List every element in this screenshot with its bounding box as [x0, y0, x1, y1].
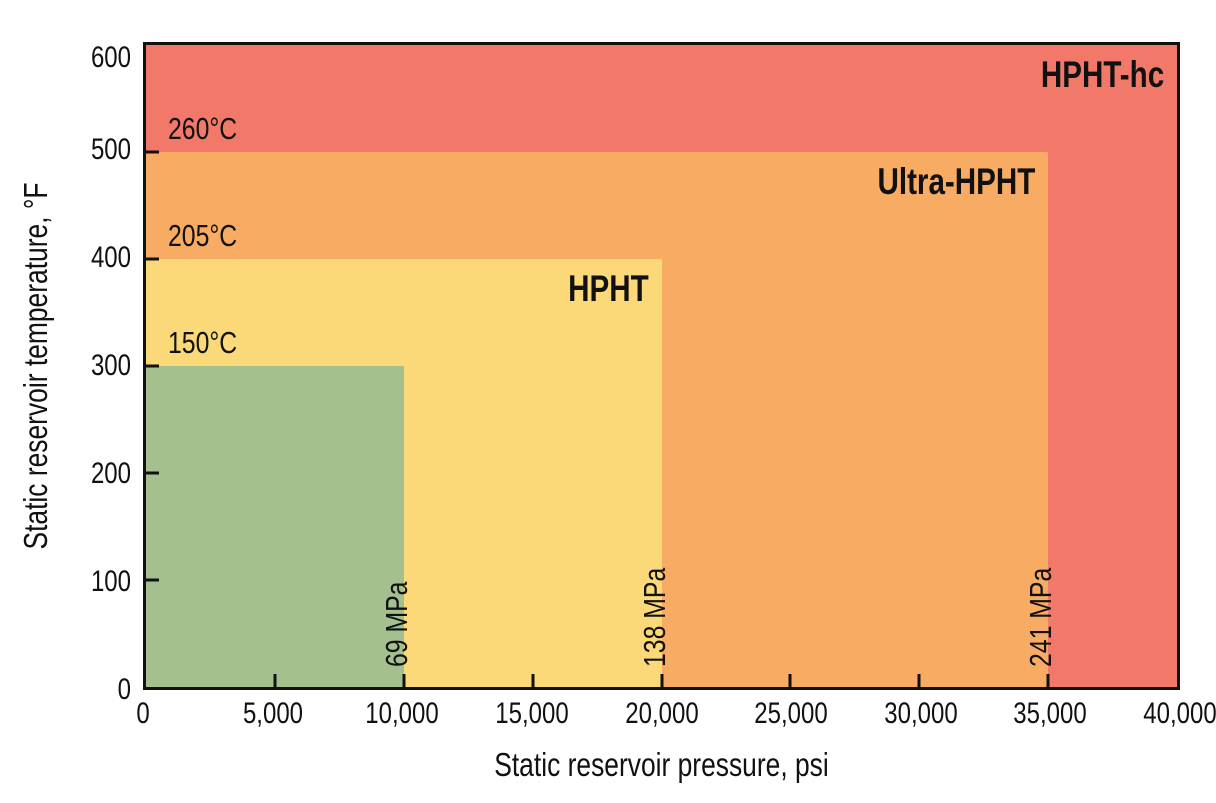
x-tick: [788, 674, 792, 687]
x-tick-label: 10,000: [365, 697, 439, 730]
y-tick-label: 200: [90, 457, 131, 490]
zone-label: HPHT: [567, 268, 649, 309]
x-tick: [273, 674, 277, 687]
x-tick-label: 40,000: [1143, 697, 1216, 730]
y-tick: [146, 578, 159, 582]
pressure-mpa-annotation: 138 MPa: [636, 567, 672, 667]
x-tick-label: 30,000: [884, 697, 958, 730]
y-tick-label: 0: [117, 673, 131, 706]
x-tick-label: 25,000: [754, 697, 828, 730]
x-tick-label: 5,000: [242, 697, 303, 730]
zone-label: HPHT-hc: [1040, 54, 1164, 95]
x-tick: [531, 674, 535, 687]
zone-label: Ultra-HPHT: [877, 161, 1036, 202]
zone-conventional: [146, 366, 404, 687]
x-tick-label: 0: [136, 697, 150, 730]
x-tick: [1046, 674, 1050, 687]
pressure-mpa-annotation: 241 MPa: [1023, 567, 1059, 667]
y-tick-label: 300: [90, 349, 131, 382]
y-tick-label: 600: [90, 41, 131, 74]
x-axis-title: Static reservoir pressure, psi: [494, 746, 829, 783]
x-tick: [402, 674, 406, 687]
plot-area: HPHT-hc Ultra-HPHT HPHT 150°C 69 MPa 205°C 138…: [143, 42, 1180, 690]
temp-celsius-annotation: 150°C: [168, 325, 238, 360]
x-tick-label: 15,000: [495, 697, 569, 730]
pressure-mpa-annotation: 69 MPa: [378, 581, 414, 667]
y-tick: [146, 471, 159, 475]
y-tick: [146, 364, 159, 368]
x-tick: [917, 674, 921, 687]
y-tick: [146, 150, 159, 154]
y-tick-label: 400: [90, 241, 131, 274]
x-tick-label: 35,000: [1013, 697, 1088, 730]
y-tick-label: 500: [90, 133, 131, 166]
temp-celsius-annotation: 205°C: [168, 218, 238, 254]
x-tick-label: 20,000: [624, 697, 699, 730]
y-tick-label: 100: [90, 565, 131, 598]
y-tick: [146, 257, 159, 261]
x-tick: [660, 674, 663, 687]
temp-celsius-annotation: 260°C: [168, 111, 238, 146]
